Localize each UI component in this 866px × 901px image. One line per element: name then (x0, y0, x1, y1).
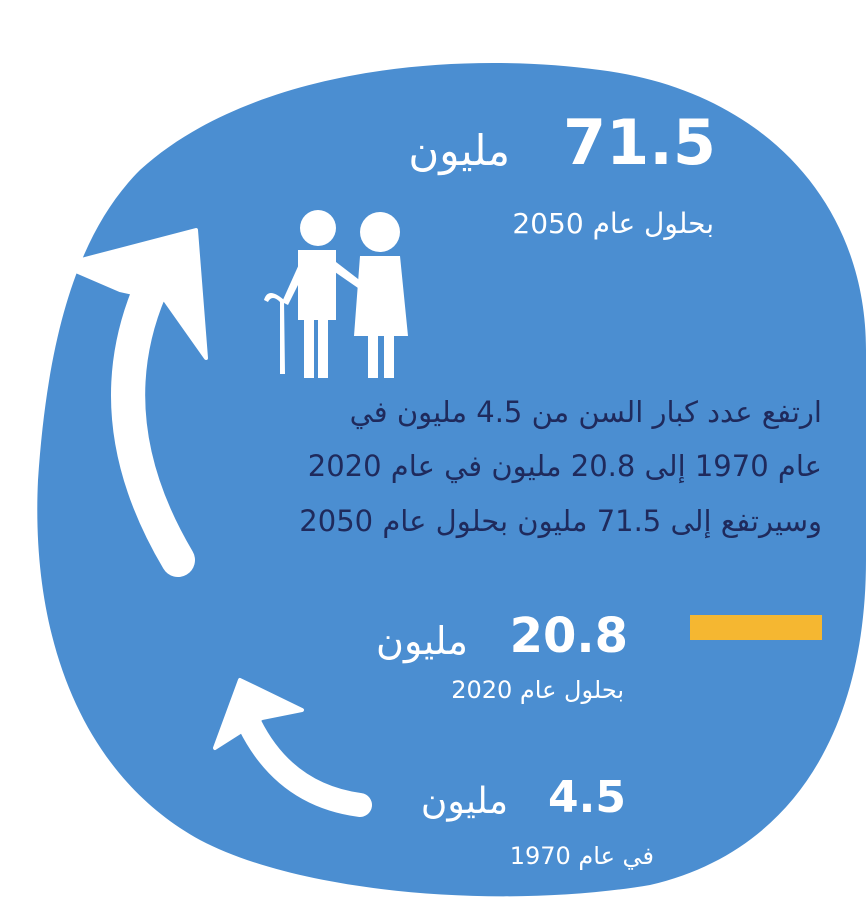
paragraph-line: ارتفع عدد كبار السن من 4.5 مليون في (349, 395, 822, 429)
paragraph-line: وسيرتفع إلى 71.5 مليون بحلول عام 2050 (299, 504, 822, 538)
paragraph-line: عام 1970 إلى 20.8 مليون في عام 2020 (307, 449, 822, 483)
stat-amount: 20.8 (509, 608, 628, 664)
stat-caption: بحلول عام 2050 (512, 207, 714, 240)
elderly-icon (264, 210, 408, 378)
stat-amount: 4.5 (548, 772, 626, 823)
stat-unit: مليون (420, 781, 508, 822)
stat-caption: بحلول عام 2020 (451, 676, 624, 704)
stat-amount: 71.5 (563, 106, 716, 179)
big-arrow (60, 228, 208, 577)
yellow-bar (690, 615, 822, 640)
stat-caption: في عام 1970 (509, 842, 654, 870)
small-arrow (213, 678, 372, 817)
stat-unit: مليون (408, 126, 510, 175)
stat-unit: مليون (376, 619, 468, 663)
